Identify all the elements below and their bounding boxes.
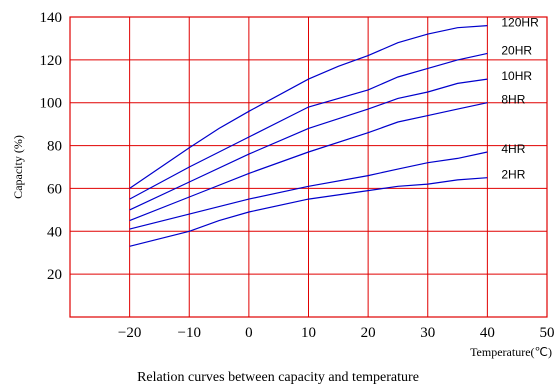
series-label-10HR: 10HR [501,69,532,83]
x-tick-label: −20 [118,325,141,341]
y-axis-label: Capacity (%) [11,135,25,199]
grid [69,16,548,318]
x-tick-label: 30 [420,325,435,341]
y-tick-label: 40 [47,224,62,240]
series-labels: 120HR 20HR 10HR 8HR 4HR 2HR [501,16,539,182]
x-tick-label: 20 [361,325,376,341]
series-label-8HR: 8HR [501,93,525,107]
series-line-10HR [129,78,488,211]
y-tick-label: 20 [47,267,62,283]
y-tick-label: 100 [40,96,63,112]
x-tick-label: 0 [245,325,253,341]
series-label-120HR: 120HR [501,16,539,30]
x-tick-label: 40 [480,325,495,341]
x-axis-label: Temperature(℃) [470,345,552,359]
y-tick-label: 80 [47,139,62,155]
y-tick-label: 60 [47,181,62,197]
x-tick-label: 50 [540,325,555,341]
y-tick-labels: 20 40 60 80 100 120 140 [40,10,63,283]
x-tick-labels: −20 −10 0 10 20 30 40 50 [118,325,555,341]
x-tick-label: −10 [178,325,201,341]
series-line-2HR [129,177,488,247]
series-label-4HR: 4HR [501,142,525,156]
series-label-20HR: 20HR [501,43,532,57]
series-line-8HR [129,102,488,222]
series-line-4HR [129,151,488,230]
series-line-20HR [129,52,488,200]
series-line-120HR [129,25,488,189]
x-tick-label: 10 [301,325,316,341]
series-lines [129,25,488,247]
y-tick-label: 140 [40,10,63,26]
y-tick-label: 120 [40,53,63,69]
chart-caption: Relation curves between capacity and tem… [137,370,419,385]
series-label-2HR: 2HR [501,168,525,182]
